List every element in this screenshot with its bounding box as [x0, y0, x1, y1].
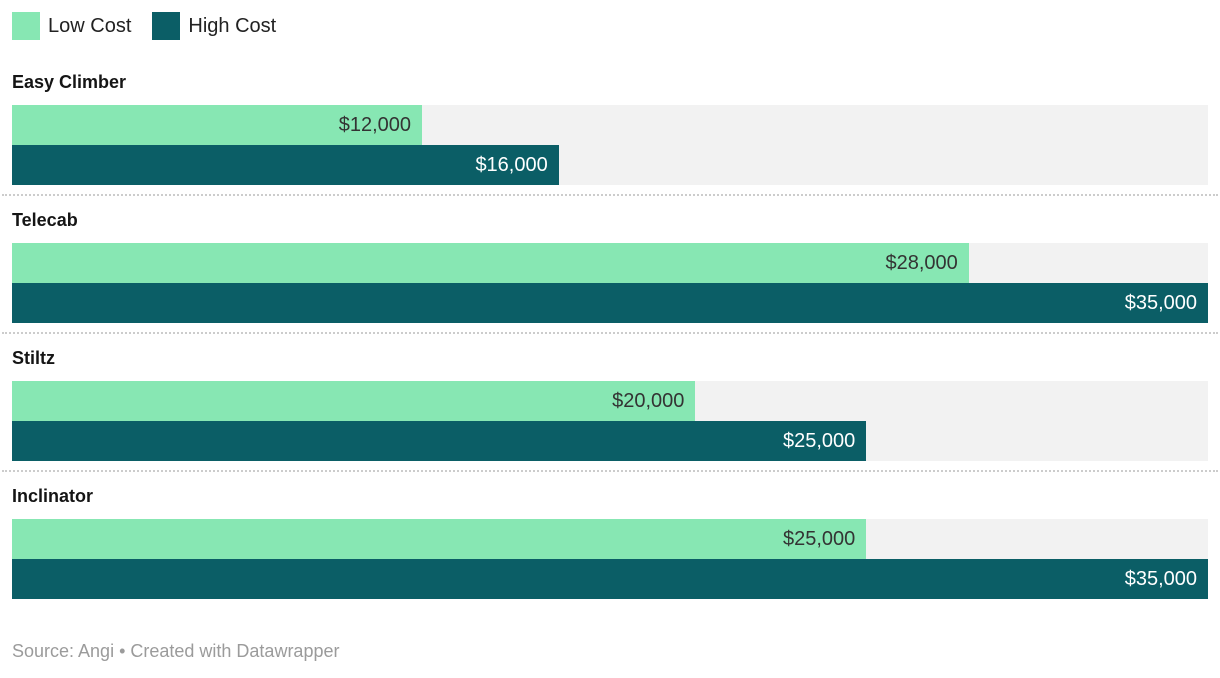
category-label: Stiltz [12, 348, 55, 368]
bar-value-label: $28,000 [885, 251, 958, 274]
low-cost-bar: $20,000 [12, 381, 696, 421]
low-cost-bar: $25,000 [12, 519, 867, 559]
bar-group-stiltz: Stiltz $20,000 $25,000 [2, 347, 1218, 472]
source-attribution: Source: Angi • Created with Datawrapper [12, 641, 340, 661]
bar-track: $28,000 [12, 243, 1208, 283]
group-separator [2, 470, 1218, 472]
bar-value-label: $16,000 [475, 153, 548, 176]
bar-track: $16,000 [12, 145, 1208, 185]
legend-label: Low Cost [48, 14, 132, 37]
group-separator [2, 332, 1218, 334]
legend: Low Cost High Cost [12, 0, 1208, 40]
bar-track: $35,000 [12, 283, 1208, 323]
bar-group-easy-climber: Easy Climber $12,000 $16,000 [2, 71, 1218, 196]
category-label: Telecab [12, 210, 78, 230]
high-cost-bar: $25,000 [12, 421, 867, 461]
high-cost-bar: $35,000 [12, 283, 1208, 323]
bar-track: $25,000 [12, 421, 1208, 461]
grouped-bar-chart: Low Cost High Cost Easy Climber $12,000 … [2, 0, 1218, 661]
bar-track: $12,000 [12, 105, 1208, 145]
high-cost-bar: $35,000 [12, 559, 1208, 599]
bar-value-label: $25,000 [782, 527, 856, 550]
low-cost-bar: $28,000 [12, 243, 969, 283]
bar-value-label: $12,000 [338, 113, 412, 136]
bar-value-label: $35,000 [1124, 291, 1197, 314]
bar-track: $35,000 [12, 559, 1208, 599]
bar-group-inclinator: Inclinator $25,000 $35,000 [12, 485, 1208, 599]
bar-value-label: $35,000 [1124, 567, 1197, 590]
bar-value-label: $20,000 [612, 389, 685, 412]
low-cost-swatch [12, 12, 40, 40]
group-separator [2, 194, 1218, 196]
bar-group-telecab: Telecab $28,000 $35,000 [2, 209, 1218, 334]
low-cost-bar: $12,000 [12, 105, 423, 145]
bar-value-label: $25,000 [782, 429, 856, 452]
bar-track: $20,000 [12, 381, 1208, 421]
legend-label: High Cost [188, 14, 277, 37]
bar-track: $25,000 [12, 519, 1208, 559]
high-cost-swatch [152, 12, 181, 40]
category-label: Easy Climber [12, 72, 127, 92]
category-label: Inclinator [12, 486, 94, 506]
legend-item-low-cost: Low Cost [12, 12, 131, 40]
high-cost-bar: $16,000 [12, 145, 559, 185]
legend-item-high-cost: High Cost [152, 12, 276, 40]
